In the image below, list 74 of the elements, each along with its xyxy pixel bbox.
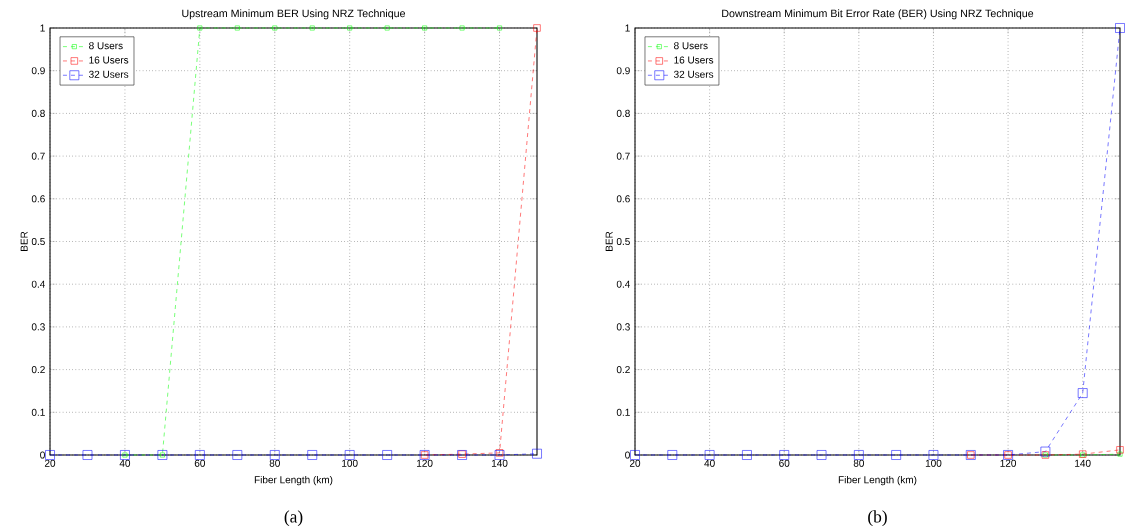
y-tick-label: 1 [625,24,630,32]
point [197,25,203,31]
point [1040,447,1051,457]
y-tick-label: 0.7 [31,152,45,160]
point [384,25,390,31]
point [1117,451,1123,457]
legend-label: 32 Users [89,71,129,79]
y-tick-label: 0.6 [616,195,630,203]
y-tick-label: 0.7 [616,152,630,160]
point [309,25,315,31]
legend-label: 8 Users [89,42,123,50]
y-tick-label: 0.9 [31,67,45,75]
x-axis-title: Fiber Length (km) [254,476,333,486]
y-tick-label: 0.9 [616,67,630,75]
y-axis-title: BER [605,231,613,252]
point [667,450,678,461]
point [497,25,502,31]
chart-title: Downstream Minimum Bit Error Rate (BER) Using NRZ Technique [722,9,1034,20]
point [533,24,541,32]
x-tick-label: 20 [629,459,641,468]
legend-label: 16 Users [89,56,129,64]
y-tick-label: 0.3 [31,323,45,331]
chart-title: Upstream Minimum BER Using NRZ Technique [182,9,406,20]
point [495,449,504,457]
y-tick-label: 0.2 [31,366,45,374]
x-tick-label: 80 [853,459,865,468]
x-tick-label: 120 [1000,459,1017,468]
y-tick-label: 0.2 [616,366,630,374]
point [232,450,243,461]
y-tick-label: 0.8 [31,110,45,118]
point [382,450,392,461]
y-tick-label: 0.1 [31,408,45,417]
x-tick-label: 20 [44,459,56,468]
y-tick-label: 0.8 [616,110,630,118]
y-tick-label: 0 [625,451,630,459]
y-tick-label: 1 [40,24,45,32]
point [307,450,318,461]
point [82,450,93,461]
point [459,25,465,31]
point [1116,446,1124,454]
y-axis-title: BER [20,231,28,252]
point [234,25,240,31]
text: (b) [868,510,887,527]
point [742,450,752,461]
legend-label: 8 Users [674,42,708,50]
point [816,450,827,461]
x-tick-label: 120 [417,459,433,468]
x-tick-label: 80 [269,459,280,468]
y-tick-label: 0.5 [616,238,630,246]
point [347,25,353,31]
x-axis-title: Fiber Length (km) [838,476,917,486]
point [891,450,901,461]
y-tick-label: 0.1 [616,408,630,417]
x-tick-label: 140 [491,459,508,468]
x-tick-label: 40 [119,459,131,468]
point [532,449,542,459]
legend-label: 16 Users [674,56,714,64]
x-tick-label: 60 [194,459,206,468]
x-tick-label: 140 [1075,459,1091,468]
y-tick-label: 0.3 [616,323,630,331]
y-tick-label: 0.4 [616,280,630,288]
text: (a) [284,510,303,527]
x-tick-label: 100 [342,459,358,468]
legend-label: 32 Users [673,71,714,79]
x-tick-label: 40 [704,459,715,468]
x-tick-label: 60 [779,459,790,468]
y-tick-label: 0.4 [31,280,46,288]
y-tick-label: 0.5 [31,238,45,246]
point [272,25,278,31]
point [422,25,428,31]
x-tick-label: 100 [925,459,942,468]
y-tick-label: 0 [40,451,45,459]
point [1077,388,1088,399]
y-tick-label: 0.6 [31,195,45,203]
